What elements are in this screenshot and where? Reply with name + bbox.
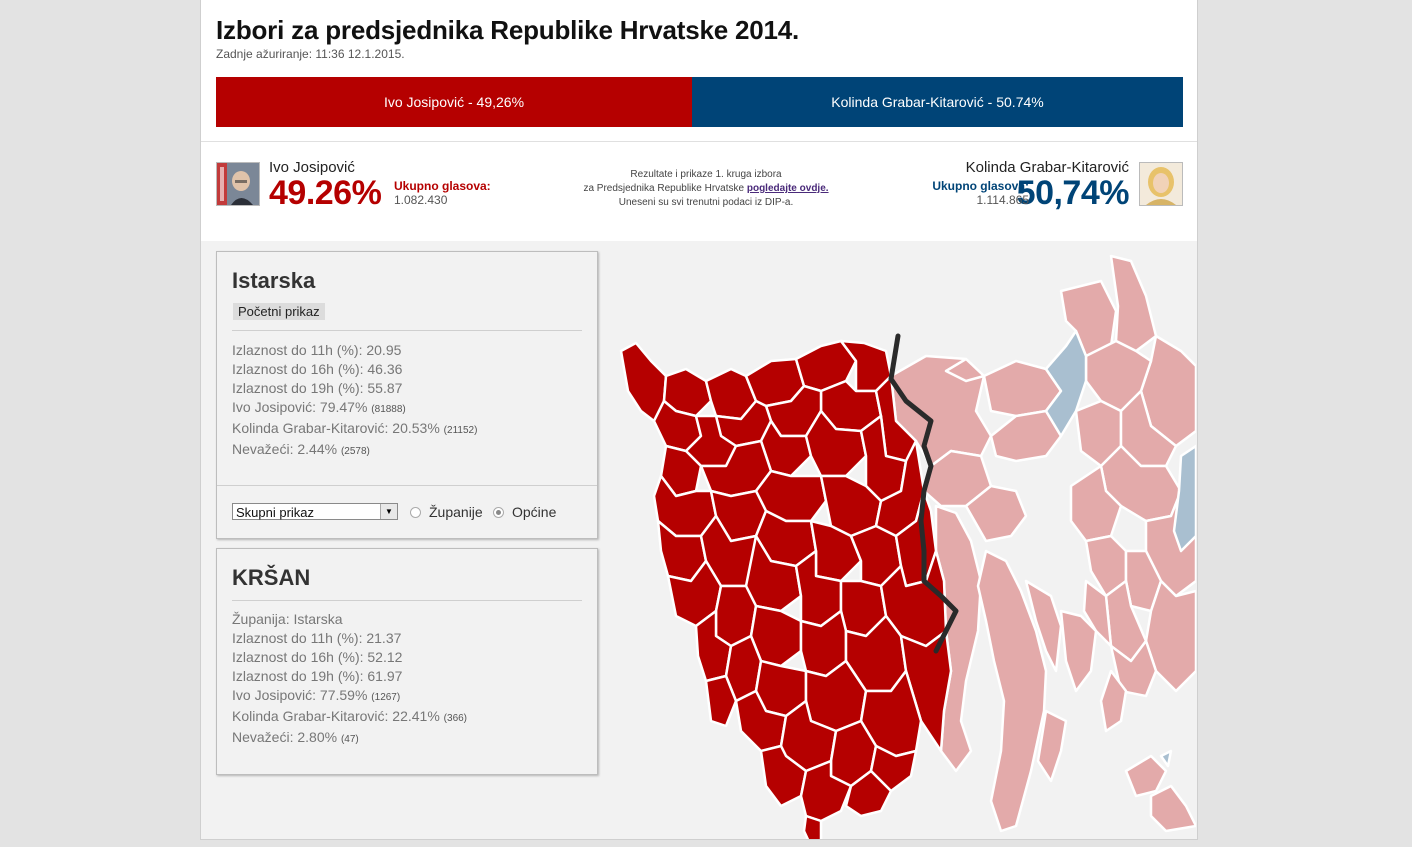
grabar-kitarovic-votes: 1.114.865: [976, 193, 1030, 207]
info-line-2: za Predsjednika Republike Hrvatske pogle…: [541, 182, 871, 196]
grabar-kitarovic-percentage: 50,74%: [1016, 174, 1130, 212]
first-round-info: Rezultate i prikaze 1. kruga izbora za P…: [541, 168, 871, 210]
map-region: [802, 814, 823, 839]
page-title: Izbori za predsjednika Republike Hrvatsk…: [216, 15, 800, 45]
election-map[interactable]: [606, 251, 1196, 839]
border-line: [888, 333, 959, 654]
divider: [232, 330, 582, 331]
map-region: [976, 549, 1048, 833]
stat-turnout-19h: Izlaznost do 19h (%): 55.87: [232, 380, 403, 396]
grabar-kitarovic-avatar: [1139, 162, 1183, 206]
josipovic-avatar: [216, 162, 260, 206]
stat-grabar-kitarovic: Kolinda Grabar-Kitarović: 22.41% (366): [232, 708, 468, 724]
radio-opcine-label: Općine: [512, 504, 557, 520]
region-title: Istarska: [232, 268, 316, 293]
stat-josipovic: Ivo Josipović: 77.59% (1267): [232, 687, 401, 703]
info-line-3: Uneseni su svi trenutni podaci iz DIP-a.: [618, 197, 794, 208]
stat-turnout-16h: Izlaznost do 16h (%): 52.12: [232, 649, 403, 665]
radio-opcine[interactable]: Općine: [493, 504, 556, 520]
map-region: [1149, 784, 1196, 833]
result-bar: Ivo Josipović - 49,26% Kolinda Grabar-Ki…: [216, 77, 1183, 127]
grabar-kitarovic-name: Kolinda Grabar-Kitarović: [965, 159, 1129, 176]
map-blue-region: [1159, 749, 1173, 768]
info-line-2-text: za Predsjednika Republike Hrvatske: [583, 183, 745, 194]
reset-view-button[interactable]: Početni prikaz: [233, 303, 325, 320]
first-round-link[interactable]: pogledajte ovdje.: [746, 183, 829, 194]
stat-josipovic: Ivo Josipović: 79.47% (81888): [232, 399, 406, 415]
region-stats: Izlaznost do 11h (%): 20.95 Izlaznost do…: [232, 341, 477, 461]
map-region: [1069, 464, 1123, 543]
municipality-stats: Županija: Istarska Izlaznost do 11h (%):…: [232, 610, 467, 749]
istria-municipalities[interactable]: [619, 339, 953, 839]
radio-zupanije[interactable]: Županije: [410, 504, 483, 520]
map-region: [989, 409, 1063, 463]
map-region: [1024, 579, 1063, 673]
map-region: [844, 769, 893, 818]
last-updated: Zadnje ažuriranje: 11:36 12.1.2015.: [216, 47, 405, 61]
josipovic-votes: 1.082.430: [394, 193, 448, 207]
map-region: [704, 674, 738, 728]
map-blue-region: [1044, 329, 1088, 438]
stat-invalid: Nevažeći: 2.80% (47): [232, 729, 359, 745]
map-region: [1124, 754, 1168, 798]
view-select-value: Skupni prikaz: [236, 505, 315, 520]
result-bar-grabar-kitarovic: Kolinda Grabar-Kitarović - 50.74%: [692, 77, 1183, 127]
radio-zupanije-label: Županije: [429, 504, 483, 520]
chevron-down-icon[interactable]: ▼: [380, 504, 397, 519]
municipality-info-panel: KRŠAN Županija: Istarska Izlaznost do 11…: [216, 548, 598, 775]
map-region: [1109, 254, 1158, 353]
radio-button-selected-icon[interactable]: [493, 506, 504, 518]
view-select[interactable]: Skupni prikaz ▼: [232, 503, 398, 520]
main-area: Istarska Početni prikaz Izlaznost do 11h…: [201, 241, 1197, 839]
page-container: Izbori za predsjednika Republike Hrvatsk…: [200, 0, 1198, 840]
stat-turnout-11h: Izlaznost do 11h (%): 20.95: [232, 342, 402, 358]
stat-turnout-19h: Izlaznost do 19h (%): 61.97: [232, 668, 403, 684]
josipovic-name: Ivo Josipović: [269, 159, 355, 176]
stat-turnout-11h: Izlaznost do 11h (%): 21.37: [232, 630, 402, 646]
divider: [232, 600, 582, 601]
map-region: [944, 357, 986, 383]
stat-turnout-16h: Izlaznost do 16h (%): 46.36: [232, 361, 403, 377]
map-region: [1036, 709, 1068, 783]
municipality-title: KRŠAN: [232, 565, 311, 590]
map-region: [1099, 669, 1128, 733]
result-bar-josipovic: Ivo Josipović - 49,26%: [216, 77, 692, 127]
radio-button-icon[interactable]: [410, 506, 421, 518]
map-region: [1059, 609, 1098, 693]
header: Izbori za predsjednika Republike Hrvatsk…: [201, 0, 1197, 140]
neighbor-municipalities[interactable]: [889, 254, 1196, 833]
map-region: [964, 484, 1028, 543]
stat-invalid: Nevažeći: 2.44% (2578): [232, 441, 370, 457]
stat-grabar-kitarovic: Kolinda Grabar-Kitarović: 20.53% (21152): [232, 420, 478, 436]
josipovic-votes-label: Ukupno glasova:: [394, 179, 491, 193]
map-region: [1082, 579, 1113, 648]
map-controls: Skupni prikaz ▼ Županije Općine: [217, 485, 597, 539]
grabar-kitarovic-votes-label: Ukupno glasova:: [932, 179, 1029, 193]
stat-county: Županija: Istarska: [232, 611, 343, 627]
candidates-strip: Ivo Josipović 49.26% Ukupno glasova: 1.0…: [201, 141, 1197, 242]
info-line-1: Rezultate i prikaze 1. kruga izbora: [630, 169, 782, 180]
region-info-panel: Istarska Početni prikaz Izlaznost do 11h…: [216, 251, 598, 539]
map-blue-region: [1172, 444, 1196, 553]
josipovic-percentage: 49.26%: [269, 174, 382, 212]
